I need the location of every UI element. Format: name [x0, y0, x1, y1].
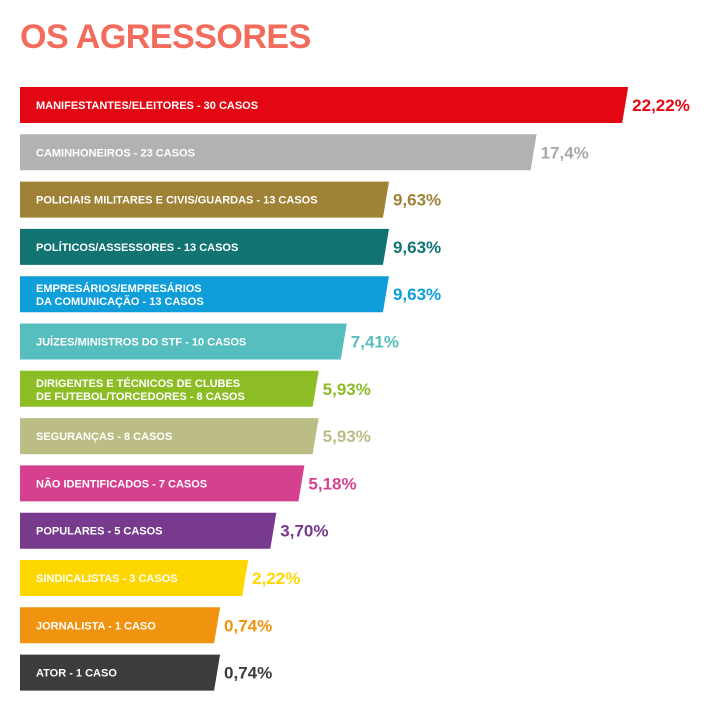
bar-value-label: 2,22% — [252, 569, 300, 588]
bar — [20, 323, 347, 360]
bar-value-label: 17,4% — [541, 143, 589, 162]
bar-value-label: 3,70% — [280, 522, 328, 541]
bar — [20, 607, 221, 644]
bar — [20, 465, 305, 502]
bar — [20, 276, 389, 313]
bar-value-label: 9,63% — [393, 285, 441, 304]
bar-label: DIRIGENTES E TÉCNICOS DE CLUBES DE FUTEBO… — [36, 377, 245, 403]
bar-value-label: 7,41% — [351, 333, 399, 352]
bar — [20, 418, 319, 455]
bar — [20, 228, 389, 265]
chart-title: OS AGRESSORES — [20, 18, 311, 56]
bar — [20, 87, 629, 123]
bar — [20, 134, 537, 171]
bar-label: SINDICALISTAS - 3 CASOS — [36, 573, 178, 585]
bar-label: JUÍZES/MINISTROS DO STF - 10 CASOS — [36, 336, 246, 349]
bar-value-label: 0,74% — [224, 664, 272, 683]
bar-value-label: 5,18% — [308, 474, 356, 493]
bar-label: MANIFESTANTES/ELEITORES - 30 CASOS — [36, 100, 258, 112]
bar-value-label: 5,93% — [323, 427, 371, 446]
bar-label: POLICIAIS MILITARES E CIVIS/GUARDAS - 13… — [36, 195, 318, 207]
bar — [20, 512, 277, 549]
bar-value-label: 5,93% — [323, 380, 371, 399]
bar-value-label: 0,74% — [224, 616, 272, 635]
bar-label: EMPRESÁRIOS/EMPRESÁRIOS DA COMUNICAÇÃO - … — [36, 282, 204, 308]
bar-label: SEGURANÇAS - 8 CASOS — [36, 431, 172, 443]
bar — [20, 370, 319, 407]
bar-value-label: 22,22% — [632, 96, 690, 115]
bar-label: NÃO IDENTIFICADOS - 7 CASOS — [36, 477, 207, 490]
bar-value-label: 9,63% — [393, 238, 441, 257]
bar-label: JORNALISTA - 1 CASO — [36, 620, 156, 632]
bar-value-label: 9,63% — [393, 191, 441, 210]
bar — [20, 560, 249, 596]
bar-label: POPULARES - 5 CASOS — [36, 526, 163, 538]
bar-label: POLÍTICOS/ASSESSORES - 13 CASOS — [36, 241, 238, 254]
bar-label: CAMINHONEIROS - 23 CASOS — [36, 147, 195, 159]
bar — [20, 181, 389, 218]
bar-label: ATOR - 1 CASO — [36, 668, 117, 680]
bar — [20, 654, 221, 691]
